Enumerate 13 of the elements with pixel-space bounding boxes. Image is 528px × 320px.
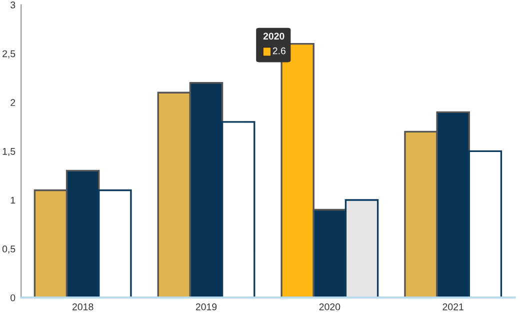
y-tick-label: 1,5	[2, 148, 16, 156]
y-tick-label: 2	[10, 99, 16, 106]
y-tick-label: 2,5	[2, 50, 16, 58]
y-tick-label: 1	[10, 196, 16, 204]
x-tick-label: 2018	[72, 303, 94, 310]
annotation: 2020	[263, 32, 284, 40]
annotation: 2.6	[272, 47, 286, 54]
y-tick-label: 0,5	[2, 246, 16, 254]
x-tick-label: 2020	[319, 303, 340, 310]
y-tick-label: 3	[10, 2, 16, 8]
x-tick-label: 2019	[196, 303, 217, 310]
y-tick-label: 0	[10, 294, 16, 302]
x-tick-label: 2021	[442, 303, 464, 310]
